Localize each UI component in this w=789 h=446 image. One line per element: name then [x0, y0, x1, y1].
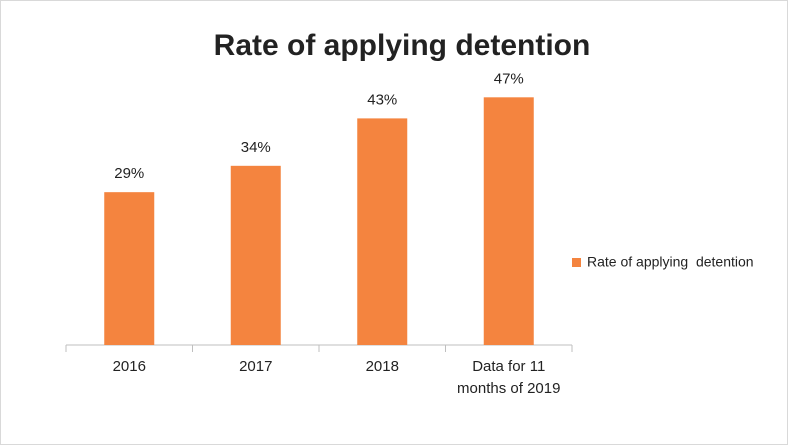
x-tick-label: 2016	[112, 358, 146, 375]
bar	[230, 165, 281, 345]
legend-swatch	[572, 258, 581, 267]
x-tick-label: 2017	[239, 358, 273, 375]
chart-title: Rate of applying detention	[214, 29, 591, 62]
data-label: 43%	[367, 91, 397, 108]
legend-label: Rate of applying detention	[587, 254, 754, 270]
data-label: 29%	[114, 165, 144, 182]
bar	[104, 192, 155, 345]
x-tick-label: Data for 11 months of 2019	[457, 358, 561, 397]
bar	[357, 118, 408, 345]
data-label: 47%	[494, 70, 524, 87]
data-label: 34%	[241, 139, 271, 156]
x-tick-label: 2018	[365, 358, 399, 375]
bar	[483, 97, 534, 345]
